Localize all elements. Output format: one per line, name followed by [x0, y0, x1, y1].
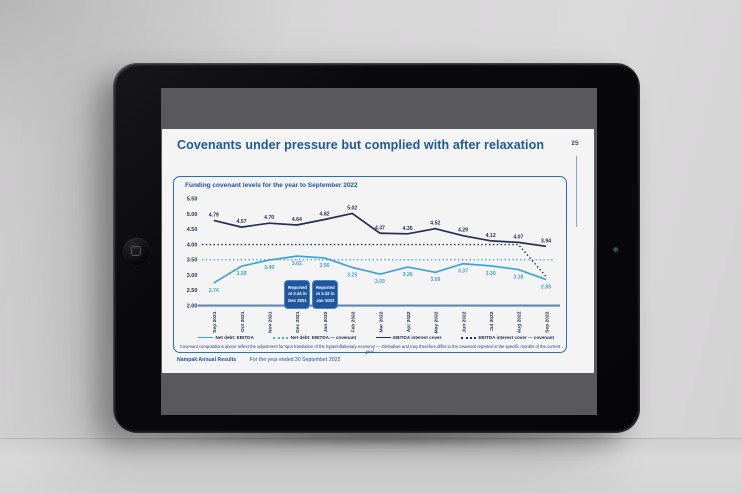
slide-footer: Nampak Annual Results For the year ended… — [177, 357, 341, 363]
y-tick-label: 5.50 — [187, 197, 198, 203]
y-tick-label: 3.00 — [187, 273, 198, 279]
legend-sample-solid-icon — [375, 337, 391, 338]
annotation-line: at 3.32 in — [316, 291, 335, 297]
home-button-icon — [131, 246, 141, 256]
data-label: 4.12 — [486, 233, 496, 239]
chart-panel: Funding covenant levels for the year to … — [173, 176, 567, 354]
chart-title: Funding covenant levels for the year to … — [185, 182, 358, 189]
legend-item: EBITDA interest cover — [375, 335, 442, 340]
footer-brand: Nampak Annual Results — [177, 357, 237, 363]
data-label: 3.29 — [236, 271, 246, 277]
x-tick-label: Nov 2021 — [268, 311, 274, 333]
page-number: 25 — [571, 140, 579, 147]
data-label: 3.03 — [375, 279, 385, 285]
series-line-solid — [213, 212, 547, 248]
annotation-callout: Reported at 3.34 in Dec 2021 — [284, 280, 311, 309]
legend-item: EBITDA interest cover — covenant — [460, 335, 554, 340]
data-label: 4.35 — [403, 226, 413, 232]
y-tick-label: 5.00 — [187, 212, 198, 218]
data-label: 3.18 — [513, 274, 523, 280]
data-label: 4.79 — [209, 212, 219, 218]
table-surface — [0, 438, 742, 493]
y-tick-label: 4.50 — [187, 227, 198, 233]
series-line-solid — [213, 255, 547, 284]
legend-sample-dotted-icon — [460, 336, 476, 339]
x-tick-label: Sep 2021 — [212, 311, 218, 333]
legend-sample-solid-icon — [198, 337, 213, 338]
data-label: 4.29 — [458, 228, 468, 234]
y-tick-label: 4.00 — [187, 242, 198, 248]
x-tick-label: Sep 2022 — [544, 311, 550, 333]
data-label: 3.37 — [458, 269, 468, 275]
legend-label: Net debt: EBITDA — covenant — [290, 335, 357, 340]
x-tick-label: May 2022 — [434, 311, 440, 333]
legend-item: Net debt: EBITDA — [198, 335, 254, 340]
data-label: 3.62 — [292, 261, 302, 267]
x-tick-label: Dec 2021 — [295, 311, 301, 333]
vertical-divider — [576, 156, 577, 227]
data-label: 3.09 — [430, 277, 440, 283]
data-label: 2.74 — [209, 288, 219, 294]
series-line-dotted — [201, 243, 547, 277]
annotation-line: Reported — [288, 285, 307, 291]
legend-sample-dotted-icon — [273, 336, 289, 339]
line-chart: 5.50 5.00 4.50 4.00 3.50 3.00 2.50 2.00 2.74 3.29… — [187, 197, 561, 333]
x-tick-label: Jun 2022 — [461, 311, 467, 332]
data-label: 3.56 — [320, 263, 330, 269]
slide-title: Covenants under pressure but complied wi… — [177, 138, 545, 152]
data-label: 3.49 — [264, 265, 274, 271]
legend-label: Net debt: EBITDA — [215, 335, 254, 340]
front-camera-icon — [613, 247, 619, 253]
annotation-line: Jan 2022 — [316, 297, 335, 303]
tablet-device: Covenants under pressure but complied wi… — [113, 63, 640, 433]
x-tick-label: Jan 2022 — [323, 311, 329, 332]
legend-item: Net debt: EBITDA — covenant — [273, 335, 356, 340]
data-label: 3.25 — [347, 272, 357, 278]
x-tick-label: Apr 2022 — [406, 311, 412, 332]
legend-label: EBITDA interest cover — [393, 335, 442, 340]
legend-label: EBITDA interest cover — covenant — [478, 335, 554, 340]
y-tick-label: 2.50 — [187, 288, 198, 294]
tablet-screen: Covenants under pressure but complied wi… — [161, 88, 597, 415]
data-label: 3.30 — [486, 271, 496, 277]
x-tick-label: Feb 2022 — [351, 311, 357, 332]
x-tick-label: Oct 2021 — [240, 311, 246, 332]
y-tick-label: 3.50 — [187, 258, 198, 264]
data-label: 4.70 — [264, 215, 274, 221]
footer-period: For the year ended 30 September 2022 — [249, 357, 341, 363]
data-label: 4.57 — [236, 219, 246, 225]
x-tick-label: Mar 2022 — [378, 311, 384, 332]
x-tick-label: Aug 2022 — [517, 311, 523, 333]
annotation-callout: Reported at 3.32 in Jan 2022 — [312, 280, 339, 309]
x-tick-label: Jul 2022 — [489, 311, 495, 331]
data-label: 4.64 — [292, 217, 302, 223]
data-label: 2.85 — [541, 285, 551, 291]
annotation-line: Reported — [315, 285, 335, 291]
data-label: 4.52 — [430, 221, 440, 227]
annotation-line: at 3.34 in — [288, 291, 307, 297]
chart-footnote: Covenant computations above reflect the … — [179, 344, 561, 354]
data-label: 3.94 — [541, 238, 551, 244]
data-label: 4.82 — [320, 212, 330, 218]
data-label: 4.07 — [513, 234, 523, 240]
data-label: 3.26 — [403, 272, 413, 278]
annotation-line: Dec 2021 — [288, 297, 307, 303]
data-label: 5.02 — [347, 205, 357, 211]
chart-legend: Net debt: EBITDA Net debt: EBITDA — coven… — [198, 335, 554, 340]
y-tick-label: 2.00 — [187, 303, 198, 309]
home-button[interactable] — [123, 238, 150, 265]
presentation-slide: Covenants under pressure but complied wi… — [162, 129, 594, 373]
data-label: 4.37 — [375, 225, 385, 231]
